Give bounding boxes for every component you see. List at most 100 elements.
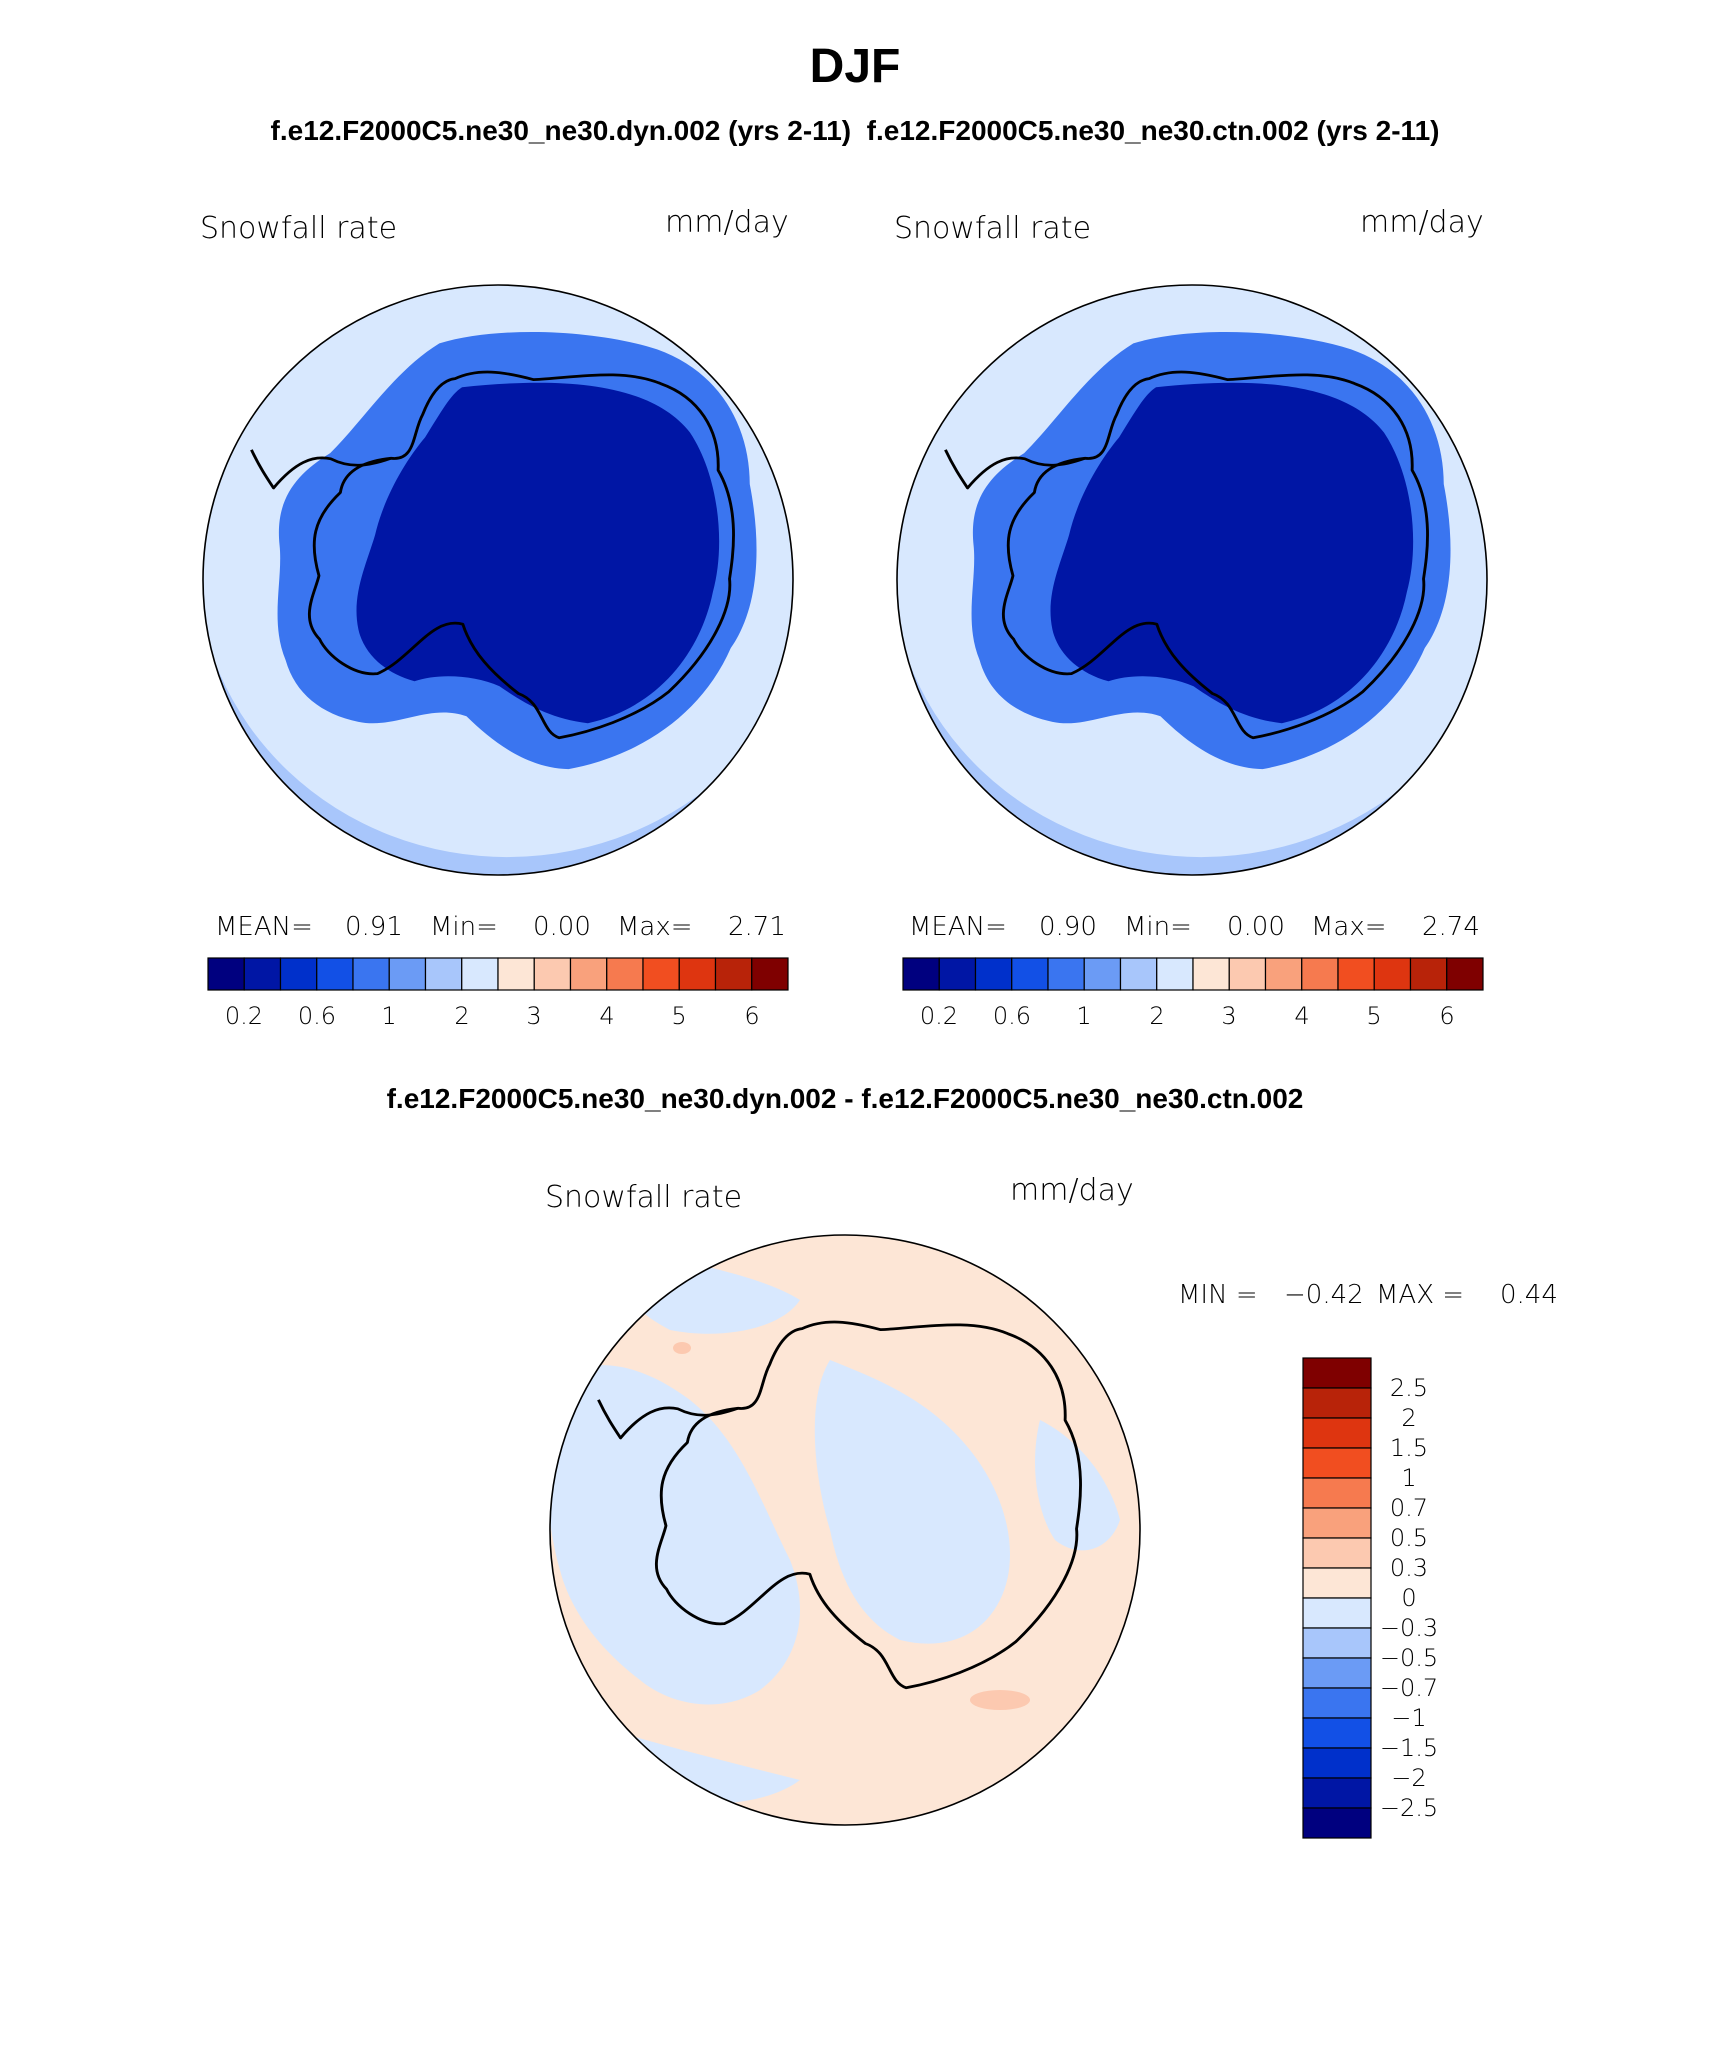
colorbar-swatch: [902, 957, 940, 991]
ctn-colorbar-labels: 0.2 0.6 1 2 3 4 5 6: [920, 1002, 1455, 1030]
colorbar-swatch: [642, 957, 680, 991]
dyn-max-label: Max=: [617, 912, 693, 942]
colorbar-swatch: [1192, 957, 1230, 991]
colorbar-swatch: [1302, 1567, 1372, 1599]
ctn-mean-label: MEAN=: [909, 912, 1007, 942]
ctn-cbar-label: 4: [1294, 1002, 1309, 1030]
dyn-min-label: Min=: [430, 912, 498, 942]
colorbar-swatch: [1302, 1417, 1372, 1449]
diff-cbar-label: 2: [1401, 1404, 1416, 1432]
diff-cbar-label: −0.3: [1380, 1614, 1438, 1642]
ctn-cbar-label: 2: [1149, 1002, 1164, 1030]
dyn-cbar-label: 0.6: [298, 1002, 336, 1030]
dyn-mean-label: MEAN=: [215, 912, 313, 942]
colorbar-swatch: [497, 957, 535, 991]
dyn-cbar-label: 3: [526, 1002, 541, 1030]
diff-colorbar: [1302, 1357, 1372, 1839]
dyn-cbar-label: 6: [744, 1002, 759, 1030]
ctn-cbar-label: 0.2: [920, 1002, 958, 1030]
colorbar-swatch: [974, 957, 1013, 991]
dyn-cbar-label: 0.2: [225, 1002, 263, 1030]
ctn-cbar-label: 3: [1221, 1002, 1236, 1030]
colorbar-swatch: [1337, 957, 1375, 991]
colorbar-swatch: [1302, 1627, 1372, 1659]
diff-cbar-label: 1.5: [1390, 1434, 1428, 1462]
diff-field-negative-patches: [550, 1250, 1120, 1804]
ctn-max-label: Max=: [1311, 912, 1387, 942]
colorbar-swatch: [1302, 1387, 1372, 1419]
panel-ctn-map: [897, 285, 1487, 875]
ctn-cbar-label: 1: [1076, 1002, 1091, 1030]
colorbar-swatch: [1302, 1747, 1372, 1779]
dyn-mean-value: 0.91: [345, 912, 403, 942]
diff-cbar-label: 0.5: [1390, 1524, 1428, 1552]
colorbar-swatch: [678, 957, 717, 991]
page-title: DJF: [810, 40, 901, 93]
colorbar-swatch: [1446, 957, 1484, 991]
colorbar-swatch: [533, 957, 572, 991]
diff-cbar-label: 1: [1401, 1464, 1416, 1492]
ctn-min-value: 0.00: [1227, 912, 1285, 942]
ctn-mean-value: 0.90: [1039, 912, 1097, 942]
colorbar-swatch: [1264, 957, 1303, 991]
panel-dyn-variable: Snowfall rate: [200, 211, 397, 246]
dyn-cbar-label: 4: [599, 1002, 614, 1030]
colorbar-swatch: [1301, 957, 1339, 991]
colorbar-swatch: [316, 957, 354, 991]
colorbar-swatch: [1011, 957, 1049, 991]
colorbar-swatch: [1302, 1477, 1372, 1509]
dyn-max-value: 2.71: [728, 912, 786, 942]
ctn-max-value: 2.74: [1422, 912, 1480, 942]
panel-ctn-variable: Snowfall rate: [894, 211, 1091, 246]
colorbar-swatch: [1302, 1447, 1372, 1479]
colorbar-swatch: [207, 957, 245, 991]
colorbar-swatch: [1302, 1507, 1372, 1539]
colorbar-swatch: [569, 957, 608, 991]
panel-diff-units: mm/day: [1010, 1173, 1134, 1208]
panel-diff: Snowfall rate mm/day MI: [545, 1173, 1558, 1839]
colorbar-swatch: [461, 957, 499, 991]
colorbar-swatch: [243, 957, 282, 991]
colorbar-swatch: [1409, 957, 1448, 991]
dyn-min-value: 0.00: [533, 912, 591, 942]
diff-cbar-label: 0.7: [1390, 1494, 1428, 1522]
diff-field-positive-spots: [673, 1342, 1030, 1710]
colorbar-swatch: [1228, 957, 1267, 991]
panel-diff-map: [550, 1235, 1140, 1825]
colorbar-swatch: [1373, 957, 1412, 991]
diff-cbar-label: −1.5: [1380, 1734, 1438, 1762]
colorbar-swatch: [1302, 1687, 1372, 1719]
diff-cbar-label: 2.5: [1390, 1374, 1428, 1402]
diff-cbar-label: −0.5: [1380, 1644, 1438, 1672]
panel-diff-variable: Snowfall rate: [545, 1180, 742, 1215]
diff-max-value: 0.44: [1500, 1280, 1558, 1310]
dyn-colorbar-labels: 0.2 0.6 1 2 3 4 5 6: [225, 1002, 760, 1030]
panel-ctn: Snowfall rate mm/day MEAN= 0.90 Min=: [894, 205, 1488, 1030]
diff-subtitle: f.e12.F2000C5.ne30_ne30.dyn.002 - f.e12.…: [387, 1083, 1304, 1114]
colorbar-swatch: [1302, 1777, 1372, 1809]
colorbar-swatch: [751, 957, 789, 991]
colorbar-swatch: [1156, 957, 1194, 991]
diff-cbar-label: −1: [1391, 1704, 1426, 1732]
diff-cbar-label: −2: [1391, 1764, 1426, 1792]
colorbar-swatch: [388, 957, 427, 991]
diff-colorbar-labels: 2.5 2 1.5 1 0.7 0.5 0.3 0 −0.3 −0.5 −0.7…: [1380, 1374, 1438, 1822]
ctn-min-label: Min=: [1124, 912, 1192, 942]
diff-max-label: MAX =: [1376, 1280, 1464, 1310]
ctn-cbar-label: 0.6: [993, 1002, 1031, 1030]
dyn-cbar-label: 1: [381, 1002, 396, 1030]
colorbar-swatch: [1302, 1657, 1372, 1689]
colorbar-swatch: [1302, 1717, 1372, 1749]
panel-ctn-units: mm/day: [1360, 205, 1484, 240]
colorbar-swatch: [1302, 1537, 1372, 1569]
dyn-cbar-label: 5: [671, 1002, 686, 1030]
colorbar-swatch: [424, 957, 463, 991]
top-subtitle: f.e12.F2000C5.ne30_ne30.dyn.002 (yrs 2-1…: [271, 115, 1440, 146]
panel-dyn: Snowfall rate mm/day MEAN= 0.91 Min= 0.0…: [200, 205, 794, 1030]
dyn-cbar-label: 2: [454, 1002, 469, 1030]
diff-cbar-label: 0.3: [1390, 1554, 1428, 1582]
colorbar-swatch: [1083, 957, 1122, 991]
panel-dyn-map: [203, 285, 793, 875]
diff-min-label: MIN =: [1178, 1280, 1258, 1310]
